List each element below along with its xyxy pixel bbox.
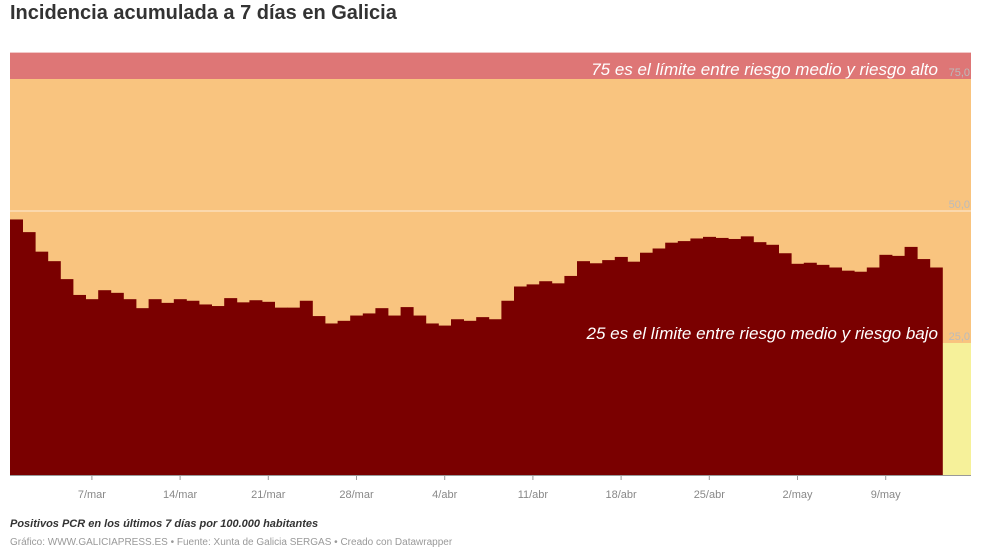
bar — [400, 307, 414, 475]
bar — [892, 255, 905, 475]
bar — [35, 251, 49, 475]
bar — [211, 306, 225, 475]
bar — [514, 286, 527, 475]
bar — [879, 254, 893, 475]
bar — [564, 275, 578, 475]
x-tick-label: 25/abr — [694, 489, 726, 501]
bar — [325, 323, 338, 475]
bar — [854, 271, 868, 475]
bar — [85, 299, 99, 475]
bar — [791, 263, 805, 475]
bar — [766, 244, 779, 475]
bar — [589, 263, 603, 475]
bar — [778, 253, 792, 475]
bar — [173, 299, 187, 475]
bar — [110, 292, 124, 475]
bar — [829, 267, 842, 475]
chart-note: Positivos PCR en los últimos 7 días por … — [10, 518, 319, 530]
bar — [60, 279, 74, 475]
bar — [690, 238, 704, 475]
bar — [388, 315, 401, 475]
bar — [337, 320, 351, 475]
bar — [614, 256, 628, 475]
bar — [677, 241, 691, 475]
bar — [526, 284, 540, 475]
chart-credit: Gráfico: WWW.GALICIAPRESS.ES • Fuente: X… — [10, 537, 453, 548]
bar — [10, 219, 23, 475]
bar — [917, 259, 931, 475]
bar — [740, 236, 754, 475]
bar — [123, 299, 137, 475]
bar — [262, 301, 275, 475]
bar — [501, 300, 515, 475]
bar — [463, 320, 477, 475]
bar — [841, 270, 855, 475]
x-tick-label: 11/abr — [518, 489, 549, 501]
bar — [362, 313, 376, 475]
bar — [652, 248, 666, 475]
x-tick-label: 18/abr — [605, 489, 637, 501]
bar — [816, 264, 830, 475]
bar — [299, 300, 313, 475]
bar — [715, 237, 729, 475]
bar — [161, 302, 175, 475]
bar — [703, 236, 716, 475]
bar — [274, 307, 288, 475]
bar — [929, 267, 943, 475]
bar — [488, 319, 502, 475]
bar — [199, 304, 212, 475]
bar — [803, 262, 817, 475]
x-tick-label: 4/abr — [432, 489, 457, 501]
risk-band — [10, 52, 971, 79]
bar — [73, 294, 86, 475]
bar — [451, 319, 464, 475]
bar — [438, 325, 452, 475]
annotation-low-risk: 25 es el límite entre riesgo medio y rie… — [585, 324, 938, 343]
bar — [627, 261, 641, 475]
annotation-high-risk: 75 es el límite entre riesgo medio y rie… — [591, 60, 938, 79]
x-tick-label: 21/mar — [251, 489, 286, 501]
bar — [22, 232, 36, 475]
x-tick-label: 9/may — [871, 489, 901, 501]
bar — [539, 281, 553, 475]
x-tick-label: 28/mar — [339, 489, 374, 501]
bar — [148, 299, 162, 475]
bar — [665, 242, 679, 475]
bar — [753, 242, 767, 475]
bar — [236, 302, 250, 475]
bar — [224, 298, 238, 475]
x-tick-label: 2/may — [783, 489, 813, 501]
bar — [136, 308, 149, 475]
bar — [186, 300, 200, 475]
bar — [866, 267, 880, 475]
bar — [312, 316, 326, 475]
chart-title: Incidencia acumulada a 7 días en Galicia — [10, 2, 397, 24]
bar — [375, 308, 389, 475]
bar — [287, 307, 301, 475]
bar — [425, 323, 439, 475]
bar — [98, 290, 112, 475]
bar — [904, 246, 918, 475]
x-tick-label: 14/mar — [163, 489, 198, 501]
bar — [249, 300, 263, 475]
bar — [728, 238, 742, 475]
bar — [602, 260, 616, 475]
bar — [476, 317, 490, 475]
bar — [577, 261, 590, 475]
bar — [413, 315, 427, 475]
y-tick-label: 25,0 — [949, 331, 970, 343]
x-tick-label: 7/mar — [78, 489, 106, 501]
y-tick-label: 75,0 — [949, 67, 970, 79]
bar — [350, 315, 364, 475]
bar — [640, 252, 653, 475]
bar — [47, 261, 61, 475]
bar — [551, 283, 565, 475]
y-tick-label: 50,0 — [949, 199, 970, 211]
